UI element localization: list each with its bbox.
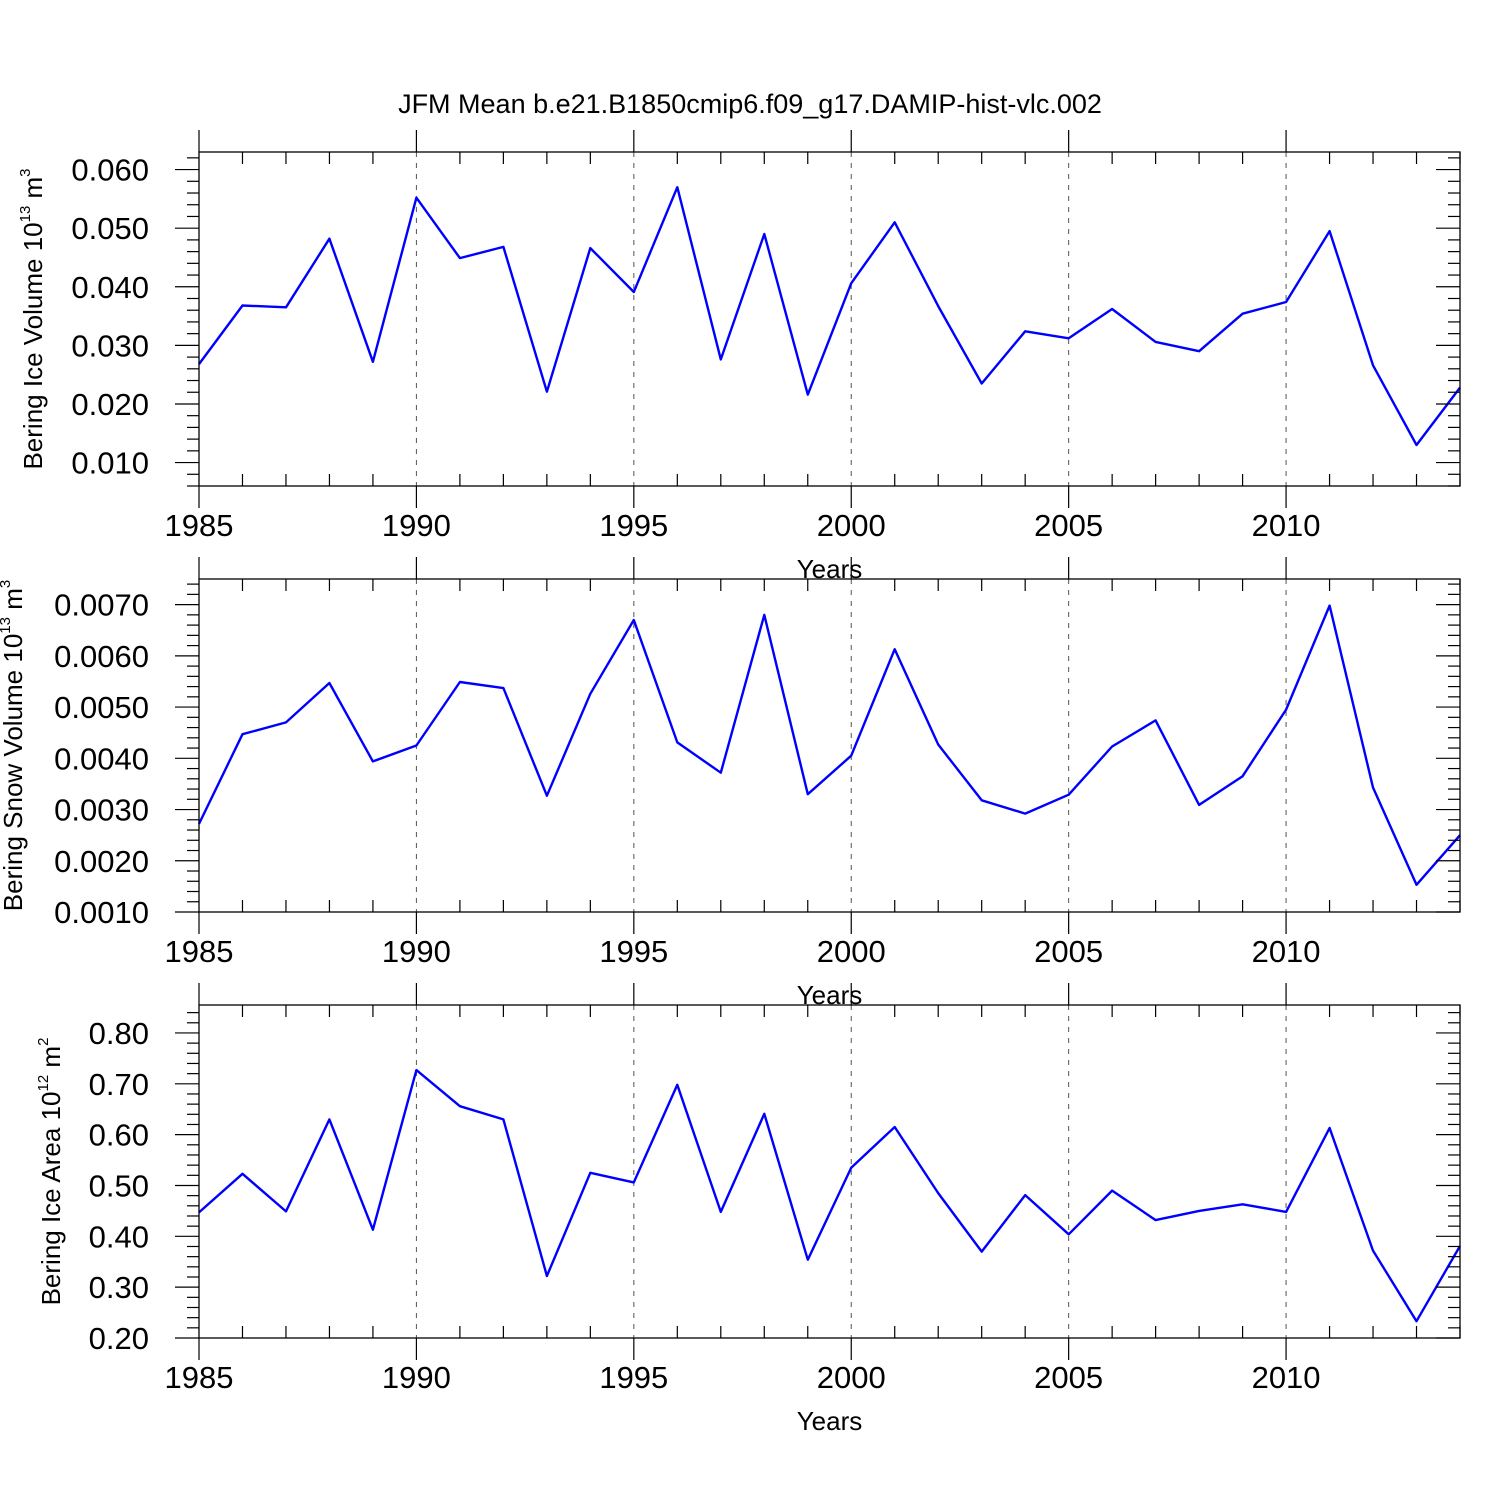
x-tick-label: 1990	[382, 1360, 451, 1395]
y-tick-label: 0.030	[71, 328, 149, 363]
figure-title: JFM Mean b.e21.B1850cmip6.f09_g17.DAMIP-…	[398, 89, 1102, 119]
plot-frame	[198, 151, 1461, 487]
chart-panel-1: 1985 1990 1995 2000 2005 2010 0.010 0.020 0.030 0…	[17, 130, 1461, 584]
y-tick-label: 0.50	[89, 1168, 149, 1203]
y-tick-label: 0.60	[89, 1118, 149, 1153]
plot-frame	[198, 578, 1461, 913]
y-tick-label: 0.30	[89, 1270, 149, 1305]
y-tick-label: 0.80	[89, 1016, 149, 1051]
y-axis-title-text: m	[0, 588, 28, 617]
y-axis-title-superscript: 2	[35, 1038, 52, 1046]
chart-panel-3: 1985 1990 1995 2000 2005 2010 0.20 0.30 0.40 0.50…	[35, 983, 1462, 1436]
x-tick-label: 1995	[599, 934, 668, 969]
x-axis-title: Years	[797, 1406, 863, 1436]
chart-panel-2: 1985 1990 1995 2000 2005 2010 0.0010 0.0020 0.00…	[0, 557, 1461, 1010]
x-tick-label: 2005	[1034, 1360, 1103, 1395]
y-axis-title: Bering Ice Volume 1013 m3	[17, 168, 48, 469]
x-tick-label: 2000	[817, 934, 886, 969]
x-tick-label: 1990	[382, 934, 451, 969]
y-axis-title-text: Bering Snow Volume 10	[0, 634, 28, 912]
y-axis-title: Bering Ice Area 1012 m2	[35, 1038, 66, 1306]
x-tick-label: 2000	[817, 1360, 886, 1395]
x-tick-label: 1985	[165, 934, 234, 969]
y-axis-title-text: Bering Ice Volume 10	[18, 222, 48, 469]
x-tick-label: 2005	[1034, 508, 1103, 543]
y-axis-title-superscript: 3	[17, 168, 34, 176]
y-axis-title: Bering Snow Volume 1013 m3	[0, 580, 28, 911]
y-tick-label: 0.040	[71, 270, 149, 305]
y-tick-label: 0.020	[71, 387, 149, 422]
y-tick-label: 0.050	[71, 211, 149, 246]
y-tick-label: 0.40	[89, 1219, 149, 1254]
y-axis-title-superscript: 13	[0, 617, 14, 634]
y-axis-title-text: m	[18, 177, 48, 206]
y-tick-label: 0.70	[89, 1067, 149, 1102]
y-axis-title-superscript: 3	[0, 580, 14, 588]
y-axis-title-text: Bering Ice Area 10	[36, 1092, 66, 1306]
y-tick-label: 0.010	[71, 446, 149, 481]
x-tick-label: 2010	[1252, 934, 1321, 969]
y-axis-title-superscript: 13	[17, 206, 34, 223]
x-tick-label: 1995	[599, 1360, 668, 1395]
chart-panels: 1985 1990 1995 2000 2005 2010 0.010 0.020 0.030 0…	[0, 130, 1462, 1436]
x-tick-label: 1985	[165, 1360, 234, 1395]
x-tick-label: 2000	[817, 508, 886, 543]
x-tick-label: 2005	[1034, 934, 1103, 969]
x-tick-label: 1985	[165, 508, 234, 543]
y-tick-label: 0.0010	[54, 895, 149, 930]
x-tick-label: 2010	[1252, 508, 1321, 543]
series-line-1	[197, 604, 1461, 886]
y-tick-label: 0.060	[71, 153, 149, 188]
x-tick-label: 1990	[382, 508, 451, 543]
plot-frame	[198, 1004, 1461, 1339]
series-line-1	[198, 185, 1461, 447]
y-tick-label: 0.20	[89, 1321, 149, 1356]
y-axis-title-superscript: 12	[35, 1075, 52, 1092]
series-line-1	[198, 1068, 1462, 1323]
y-tick-label: 0.0050	[54, 690, 149, 725]
y-tick-label: 0.0040	[54, 741, 149, 776]
x-tick-label: 2010	[1252, 1360, 1321, 1395]
y-tick-label: 0.0070	[54, 588, 149, 623]
y-tick-label: 0.0060	[54, 639, 149, 674]
x-tick-label: 1995	[599, 508, 668, 543]
y-tick-label: 0.0020	[54, 844, 149, 879]
y-axis-title-text: m	[36, 1046, 66, 1075]
y-tick-label: 0.0030	[54, 793, 149, 828]
